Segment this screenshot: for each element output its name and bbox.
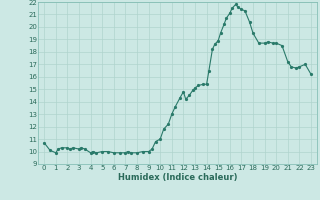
X-axis label: Humidex (Indice chaleur): Humidex (Indice chaleur) xyxy=(118,173,237,182)
